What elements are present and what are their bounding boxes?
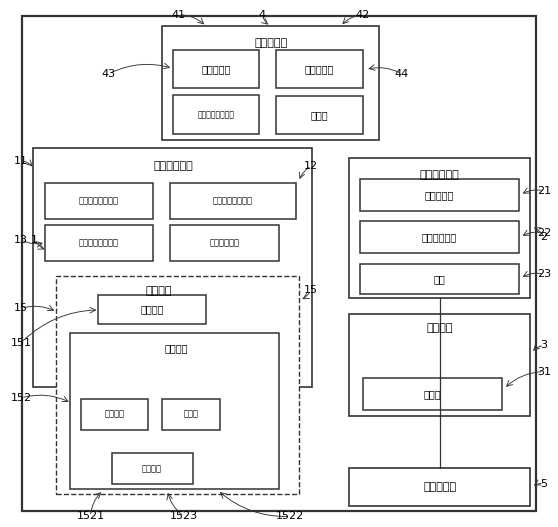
Text: 模式配置器: 模式配置器 <box>423 482 456 492</box>
Bar <box>45 183 153 219</box>
Text: 信号放大模块: 信号放大模块 <box>422 232 457 242</box>
Bar <box>349 314 530 416</box>
Bar <box>112 453 193 484</box>
Text: 1522: 1522 <box>276 512 304 521</box>
Text: 42: 42 <box>355 10 370 19</box>
Text: 12: 12 <box>304 161 319 171</box>
Bar <box>173 50 259 88</box>
Text: 测控模块: 测控模块 <box>164 343 187 353</box>
Bar <box>81 399 148 430</box>
Bar <box>360 179 519 211</box>
Text: 抗干扰模块: 抗干扰模块 <box>425 190 454 200</box>
Bar <box>363 378 502 410</box>
Text: 光学温度传感元件: 光学温度传感元件 <box>198 110 235 119</box>
Text: 11: 11 <box>14 156 28 165</box>
Text: 主机信息处理模块: 主机信息处理模块 <box>79 238 119 248</box>
Bar <box>276 96 363 134</box>
Text: 控制模块: 控制模块 <box>146 286 172 296</box>
Text: 中继器: 中继器 <box>424 389 441 399</box>
Text: 光纤耦合器: 光纤耦合器 <box>305 64 334 74</box>
Text: 主机隔离模块: 主机隔离模块 <box>210 238 239 248</box>
Bar <box>56 276 299 494</box>
Text: 23: 23 <box>537 269 551 279</box>
Bar <box>98 295 206 324</box>
Bar <box>70 333 279 489</box>
Text: 1523: 1523 <box>170 512 198 521</box>
Text: 主机信息发送模块: 主机信息发送模块 <box>79 196 119 206</box>
Text: 通信光纤: 通信光纤 <box>426 323 453 333</box>
Bar <box>349 468 530 506</box>
Text: 总线: 总线 <box>434 274 445 284</box>
Text: 43: 43 <box>102 69 116 79</box>
Text: 主机通信模块: 主机通信模块 <box>153 161 193 171</box>
Text: 31: 31 <box>537 367 551 376</box>
Text: 13: 13 <box>14 235 28 245</box>
Text: 3: 3 <box>541 340 547 350</box>
Text: 起偏器: 起偏器 <box>311 110 328 120</box>
Bar <box>33 148 312 387</box>
Text: 从机通信模块: 从机通信模块 <box>420 170 460 180</box>
Bar <box>45 225 153 261</box>
Text: 2: 2 <box>541 232 547 242</box>
Text: 15: 15 <box>304 285 318 295</box>
Bar <box>162 26 379 140</box>
Text: 光收发模块: 光收发模块 <box>254 38 287 48</box>
Text: 41: 41 <box>171 10 186 19</box>
Text: 保护模块: 保护模块 <box>140 305 164 315</box>
Text: 152: 152 <box>11 393 32 403</box>
Text: 主机信息接收模块: 主机信息接收模块 <box>213 196 253 206</box>
Text: 开关模块: 开关模块 <box>142 464 162 473</box>
Bar <box>162 399 220 430</box>
Text: 21: 21 <box>537 186 551 196</box>
Text: 5: 5 <box>541 479 547 489</box>
Text: 检测器: 检测器 <box>184 409 199 419</box>
Bar <box>360 264 519 294</box>
Text: 重启装置: 重启装置 <box>104 409 124 419</box>
Text: 1: 1 <box>31 235 38 245</box>
Bar <box>349 158 530 298</box>
Bar <box>360 221 519 253</box>
Bar <box>170 183 296 219</box>
Bar <box>276 50 363 88</box>
Text: 光电倍增管: 光电倍增管 <box>201 64 231 74</box>
Text: 15: 15 <box>14 304 28 313</box>
Text: 1521: 1521 <box>76 512 104 521</box>
Text: 22: 22 <box>537 228 551 238</box>
Text: 4: 4 <box>259 10 266 19</box>
Text: 151: 151 <box>11 338 32 347</box>
Bar <box>170 225 279 261</box>
Bar <box>173 95 259 134</box>
Text: 44: 44 <box>395 69 409 79</box>
